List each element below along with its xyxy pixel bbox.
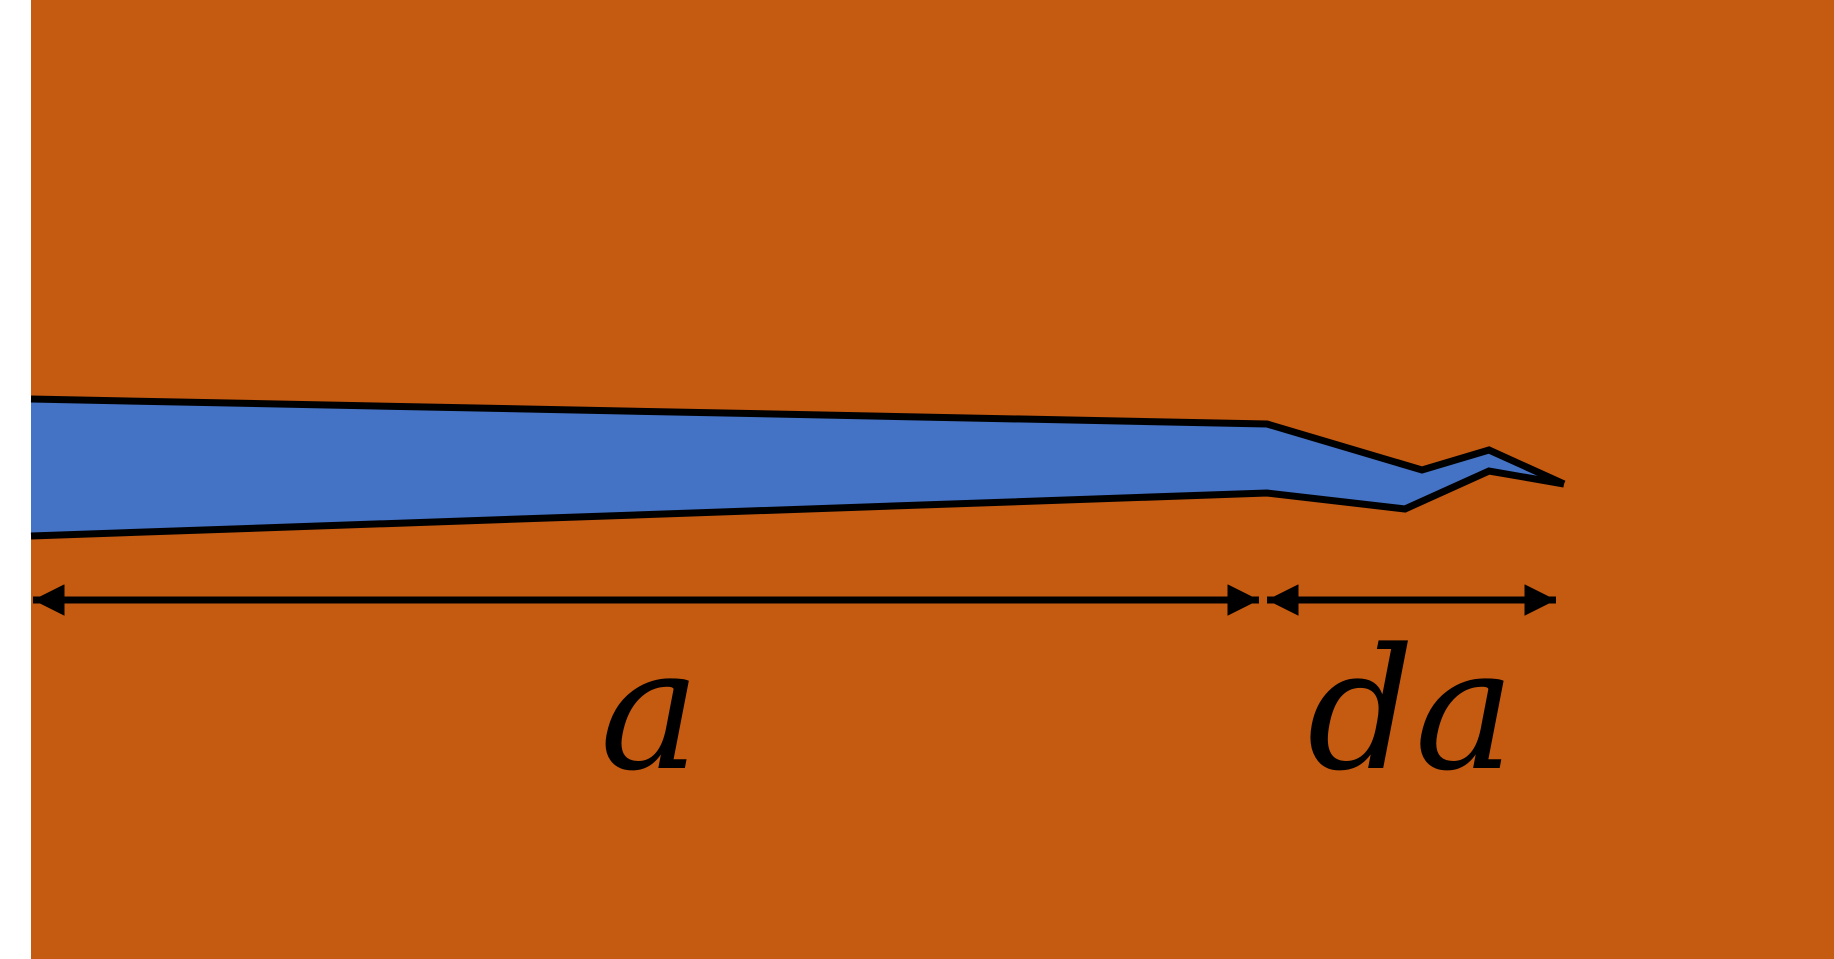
crack-upper-face [30, 395, 1566, 488]
crack-body [31, 399, 1564, 536]
crack-length-label: a [600, 612, 700, 808]
crack-increment-label: da [1307, 612, 1515, 808]
crack-lower-face [30, 467, 1565, 540]
